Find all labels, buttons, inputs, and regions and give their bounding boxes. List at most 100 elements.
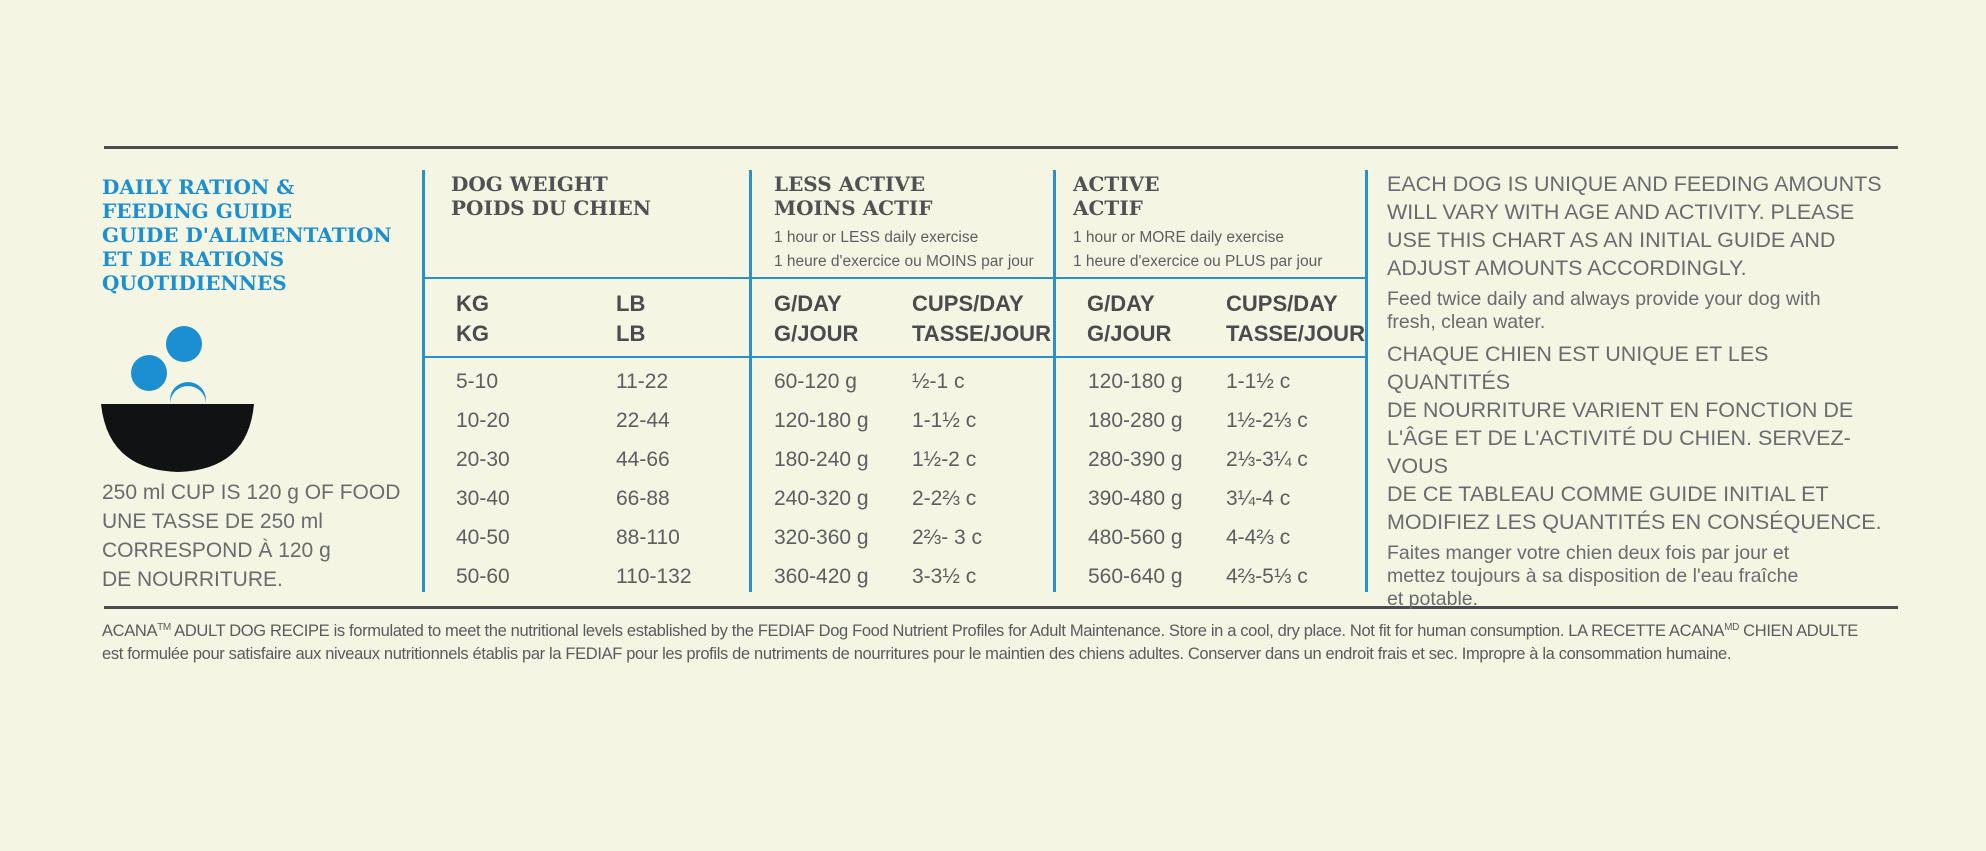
table-cell: 180-280 g <box>1088 409 1183 432</box>
table-cell: 10-20 <box>456 409 510 432</box>
text-line: WILL VARY WITH AGE AND ACTIVITY. PLEASE <box>1387 200 1855 224</box>
less-active-g-column: 60-120 g 120-180 g 180-240 g 240-320 g 3… <box>774 362 869 596</box>
weight-header: DOG WEIGHT POIDS DU CHIEN <box>451 172 651 220</box>
table-cell: 4-4⅔ c <box>1226 526 1291 549</box>
col-header-active-cups: CUPS/DAY TASSE/JOUR <box>1226 291 1365 346</box>
active-cups-column: 1-1½ c 1½-2⅓ c 2⅓-3¼ c 3¼-4 c 4-4⅔ c 4⅔-… <box>1226 362 1308 596</box>
guide-title: DAILY RATION & FEEDING GUIDE GUIDE D'ALI… <box>102 175 392 295</box>
text-line: CHAQUE CHIEN EST UNIQUE ET LES QUANTITÉS <box>1387 342 1769 394</box>
table-cell: 4⅔-5⅓ c <box>1226 565 1308 588</box>
table-header-rule <box>423 277 1365 279</box>
footnote-text: CHIEN ADULTE <box>1738 622 1858 640</box>
table-cell: 1½-2 c <box>912 448 977 471</box>
text-line: Feed twice daily and always provide your… <box>1387 288 1821 310</box>
bowl-with-kibble-icon <box>101 326 254 472</box>
guide-title-line: ET DE RATIONS <box>102 247 285 271</box>
active-header-line: ACTIVE <box>1073 172 1160 196</box>
table-cell: 2-2⅔ c <box>912 487 977 510</box>
table-cell: 1-1½ c <box>912 409 977 432</box>
table-divider <box>422 170 425 592</box>
active-g-column: 120-180 g 180-280 g 280-390 g 390-480 g … <box>1088 362 1183 596</box>
guide-title-line: GUIDE D'ALIMENTATION <box>102 223 392 247</box>
table-cell: 50-60 <box>456 565 510 588</box>
col-header-lb: LB LB <box>616 291 646 346</box>
kg-column: 5-10 10-20 20-30 30-40 40-50 50-60 <box>456 362 510 596</box>
table-cell: 560-640 g <box>1088 565 1183 588</box>
cup-note-line: 250 ml CUP IS 120 g OF FOOD <box>102 481 401 504</box>
lb-column: 11-22 22-44 44-66 66-88 88-110 110-132 <box>616 362 692 596</box>
table-cell: 3¼-4 c <box>1226 487 1291 510</box>
cup-note-line: CORRESPOND À 120 g <box>102 539 331 562</box>
table-divider <box>1053 170 1056 592</box>
fr-caps-paragraph: CHAQUE CHIEN EST UNIQUE ET LES QUANTITÉS… <box>1387 340 1897 536</box>
weight-header-line: POIDS DU CHIEN <box>451 196 652 220</box>
active-sub-line: 1 hour or MORE daily exercise <box>1073 229 1285 246</box>
en-note-paragraph: Feed twice daily and always provide your… <box>1387 288 1897 334</box>
text-line: ADJUST AMOUNTS ACCORDINGLY. <box>1387 256 1747 280</box>
table-cell: 120-180 g <box>1088 370 1183 393</box>
table-cell: 3-3½ c <box>912 565 977 588</box>
table-divider <box>1365 170 1368 592</box>
brand-name: ACANA <box>102 622 158 640</box>
footnote-line-1: ACANATM ADULT DOG RECIPE is formulated t… <box>102 616 1898 643</box>
en-caps-paragraph: EACH DOG IS UNIQUE AND FEEDING AMOUNTS W… <box>1387 170 1897 282</box>
table-cell: 2⅔- 3 c <box>912 526 983 549</box>
table-cell: 180-240 g <box>774 448 869 471</box>
table-cell: 20-30 <box>456 448 510 471</box>
table-cell: 40-50 <box>456 526 510 549</box>
active-subtitle: 1 hour or MORE daily exercise 1 heure d'… <box>1073 226 1322 274</box>
less-active-subtitle: 1 hour or LESS daily exercise 1 heure d'… <box>774 226 1034 274</box>
table-cell: 390-480 g <box>1088 487 1183 510</box>
text-line: EACH DOG IS UNIQUE AND FEEDING AMOUNTS <box>1387 172 1882 196</box>
fr-note-paragraph: Faites manger votre chien deux fois par … <box>1387 542 1897 611</box>
col-header-less-cups: CUPS/DAY TASSE/JOUR <box>912 291 1051 346</box>
table-cell: 1-1½ c <box>1226 370 1291 393</box>
col-header-kg: KG KG <box>456 291 489 346</box>
table-cell: 44-66 <box>616 448 670 471</box>
table-divider <box>749 170 752 592</box>
top-rule <box>104 146 1898 149</box>
table-cell: 88-110 <box>616 526 680 549</box>
text-line: USE THIS CHART AS AN INITIAL GUIDE AND <box>1387 228 1836 252</box>
footnote-line-2: est formulée pour satisfaire aux niveaux… <box>102 645 1732 663</box>
table-cell: 30-40 <box>456 487 510 510</box>
table-cell: 240-320 g <box>774 487 869 510</box>
less-active-sub-line: 1 heure d'exercice ou MOINS par jour <box>774 253 1034 270</box>
bottom-rule <box>104 606 1898 609</box>
active-sub-line: 1 heure d'exercice ou PLUS par jour <box>1073 253 1323 270</box>
table-cell: 2⅓-3¼ c <box>1226 448 1308 471</box>
text-line: Faites manger votre chien deux fois par … <box>1387 542 1790 564</box>
table-cell: 280-390 g <box>1088 448 1183 471</box>
table-cell: ½-1 c <box>912 370 965 393</box>
table-cell: 320-360 g <box>774 526 869 549</box>
text-line: fresh, clean water. <box>1387 311 1546 333</box>
table-cell: 110-132 <box>616 565 692 588</box>
text-line: mettez toujours à sa disposition de l'ea… <box>1387 565 1799 587</box>
less-active-header: LESS ACTIVE MOINS ACTIF <box>774 172 932 220</box>
text-line: MODIFIEZ LES QUANTITÉS EN CONSÉQUENCE. <box>1387 510 1882 534</box>
footnote: ACANATM ADULT DOG RECIPE is formulated t… <box>102 616 1898 666</box>
table-cell: 60-120 g <box>774 370 857 393</box>
trademark-mark: TM <box>157 622 171 633</box>
less-active-sub-line: 1 hour or LESS daily exercise <box>774 229 979 246</box>
text-line: et potable. <box>1387 588 1479 610</box>
table-cell: 66-88 <box>616 487 670 510</box>
table-cell: 22-44 <box>616 409 670 432</box>
weight-header-line: DOG WEIGHT <box>451 172 608 196</box>
guide-title-line: QUOTIDIENNES <box>102 271 287 295</box>
table-subheader-rule <box>423 356 1365 358</box>
trademark-mark: MD <box>1724 622 1739 633</box>
less-active-header-line: MOINS ACTIF <box>774 196 933 220</box>
table-cell: 11-22 <box>616 370 669 393</box>
col-header-less-g: G/DAY G/JOUR <box>774 291 859 346</box>
cup-note-line: UNE TASSE DE 250 ml <box>102 510 323 533</box>
table-cell: 120-180 g <box>774 409 869 432</box>
table-cell: 360-420 g <box>774 565 869 588</box>
active-header-line: ACTIF <box>1073 196 1143 220</box>
table-cell: 480-560 g <box>1088 526 1183 549</box>
text-line: DE CE TABLEAU COMME GUIDE INITIAL ET <box>1387 482 1829 506</box>
text-line: L'ÂGE ET DE L'ACTIVITÉ DU CHIEN. SERVEZ-… <box>1387 426 1851 478</box>
guide-title-line: FEEDING GUIDE <box>102 199 293 223</box>
cup-note-line: DE NOURRITURE. <box>102 568 283 591</box>
footnote-text: ADULT DOG RECIPE is formulated to meet t… <box>170 622 1725 640</box>
